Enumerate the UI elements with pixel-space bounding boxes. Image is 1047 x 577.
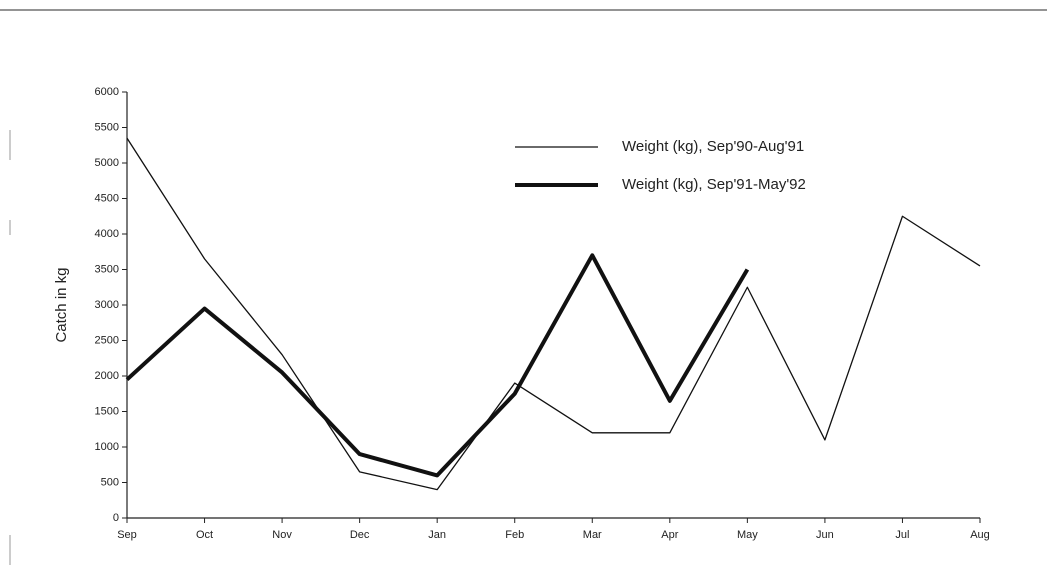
y-tick-label: 500 [101,476,119,488]
x-tick-label: Apr [661,529,678,541]
y-tick-label: 1000 [95,441,119,453]
x-tick-label: Dec [350,529,370,541]
data-line [126,137,981,491]
legend-text: Weight (kg), Sep'90-Aug'91 [622,138,804,155]
x-tick-label: Jun [816,529,834,541]
y-tick-label: 6000 [95,86,119,98]
y-tick-label: 3000 [95,299,119,311]
x-tick-label: Sep [117,529,137,541]
x-tick-label: Jul [895,529,909,541]
legend-text: Weight (kg), Sep'91-May'92 [622,176,806,193]
y-tick-label: 1500 [95,405,119,417]
x-tick-label: May [737,529,758,541]
x-tick-label: Jan [428,529,446,541]
y-tick-label: 4000 [95,228,119,240]
y-tick-label: 2000 [95,370,119,382]
data-line [125,253,750,478]
y-tick-label: 3500 [95,263,119,275]
y-tick-label: 5000 [95,157,119,169]
y-tick-label: 4500 [95,192,119,204]
x-tick-label: Feb [505,529,524,541]
x-tick-label: Oct [196,529,213,541]
y-axis-title: Catch in kg [53,267,70,342]
x-tick-label: Nov [272,529,292,541]
x-tick-label: Mar [583,529,602,541]
x-tick-label: Aug [970,529,990,541]
y-tick-label: 2500 [95,334,119,346]
y-tick-label: 5500 [95,121,119,133]
y-tick-label: 0 [113,512,119,524]
